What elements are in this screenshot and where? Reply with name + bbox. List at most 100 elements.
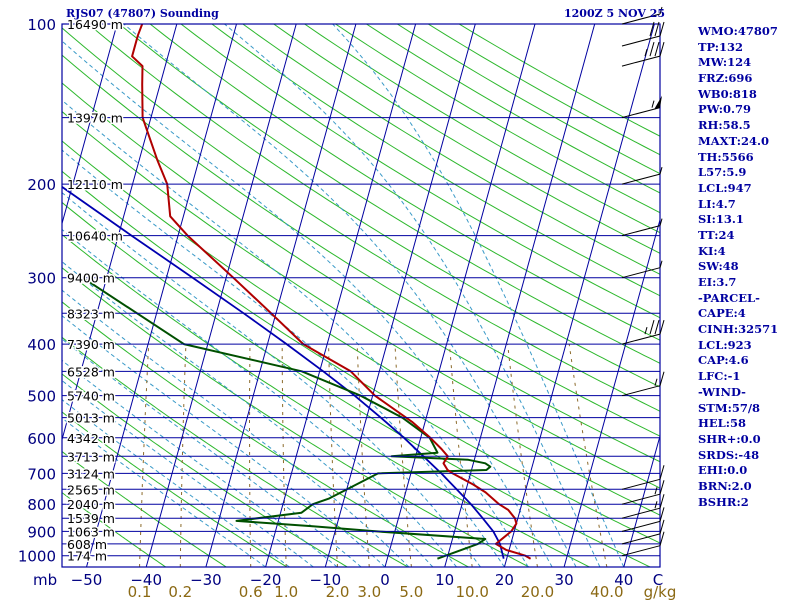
pressure-tick-label: 100 — [27, 16, 56, 34]
sounding-index-item: LFC:-1 — [698, 369, 741, 384]
height-label: 9400 m — [67, 271, 115, 286]
sounding-index-item: SRDS:-48 — [698, 447, 760, 462]
height-label: 1063 m — [67, 524, 115, 539]
sounding-index-item: CAP:4.6 — [698, 353, 749, 368]
moist-adiabat-line — [62, 99, 529, 567]
isotherms — [0, 24, 660, 567]
isotherm-line — [86, 24, 237, 567]
height-label: 608 m — [67, 537, 107, 552]
wind-barb-pennant — [654, 95, 662, 110]
wind-barb-flag — [654, 41, 660, 57]
mixing-ratio-tick-label: 40.0 — [590, 583, 623, 600]
wind-barb — [621, 260, 663, 279]
wind-barb-flag — [659, 480, 665, 495]
sounding-index-item: KI:4 — [698, 243, 726, 258]
wind-barb — [621, 480, 665, 505]
mixing-ratio-line — [448, 344, 473, 567]
mixing-ratio-line — [568, 344, 608, 567]
temperature-tick-label: 10 — [435, 571, 454, 589]
sounding-index-item: MW:124 — [698, 55, 752, 70]
dry-adiabat-line — [149, 24, 660, 341]
dry-adiabat-line — [62, 54, 660, 437]
moist-adiabat-line — [62, 379, 314, 567]
dry-adiabat-line — [62, 301, 469, 567]
height-label: 8323 m — [67, 306, 115, 321]
wind-barb — [621, 218, 663, 237]
wind-barb — [621, 6, 663, 25]
pressure-tick-label: 700 — [27, 465, 56, 483]
sounding-index-item: -WIND- — [698, 384, 746, 399]
dry-adiabat-line — [211, 24, 660, 297]
wind-barb-flag — [649, 319, 655, 335]
wind-barb — [621, 507, 665, 532]
dry-adiabat-line — [62, 82, 660, 463]
wind-barb-staff — [621, 520, 661, 532]
dry-adiabat-line — [62, 267, 530, 567]
mixing-ratio-tick-label: 3.0 — [357, 583, 381, 600]
sounding-index-item: TH:5566 — [698, 149, 754, 164]
dry-adiabat-line — [62, 110, 660, 489]
pressure-tick-label: 800 — [27, 496, 56, 514]
sounding-indices-list: WMO:47807 TP:132 MW:124 FRZ:696 WB0:818 PW:0.… — [698, 24, 798, 510]
pressure-tick-label: 1000 — [18, 548, 56, 566]
wind-barb-flag — [649, 21, 655, 37]
moist-adiabat-line — [62, 149, 505, 567]
wind-barb-flag — [659, 465, 665, 480]
wind-barb — [621, 465, 665, 490]
isotherm-line — [563, 217, 660, 567]
isotherm-line — [62, 24, 178, 442]
plot-frame — [61, 23, 661, 568]
mixing-ratio-lines — [139, 344, 608, 567]
height-label: 16490 m — [67, 17, 123, 32]
wind-barb-staff — [621, 533, 661, 545]
wind-barb — [621, 95, 662, 119]
chart-time: 1200Z 5 NOV 25 — [564, 7, 666, 20]
wind-barb — [621, 519, 665, 545]
dry-adiabat-line — [62, 233, 590, 567]
pressure-unit-label: mb — [33, 571, 57, 589]
temperature-tick-label: −30 — [190, 571, 222, 589]
dry-adiabat-line — [62, 336, 409, 567]
sounding-index-item: RH:58.5 — [698, 118, 751, 133]
wind-barb-flag — [659, 494, 665, 509]
mixing-ratio-tick-label: 10.0 — [455, 583, 488, 600]
mixing-ratio-tick-label: 1.0 — [274, 583, 298, 600]
height-label: 3124 m — [67, 466, 115, 481]
wind-barb-half-flag — [654, 487, 658, 495]
sounding-index-item: EHI:0.0 — [698, 463, 748, 478]
sounding-index-item: MAXT:24.0 — [698, 133, 769, 148]
wind-barb-staff — [621, 493, 661, 505]
sounding-index-item: CAPE:4 — [698, 306, 746, 321]
temperature-tick-label: 20 — [495, 571, 514, 589]
wind-barb-flag — [659, 519, 665, 535]
height-label: 13970 m — [67, 111, 123, 126]
wind-barbs — [621, 6, 665, 557]
height-label: 1539 m — [67, 511, 115, 526]
mixing-ratio-line — [179, 344, 187, 567]
sounding-index-item: BRN:2.0 — [698, 478, 752, 493]
sounding-index-item: FRZ:696 — [698, 71, 753, 86]
dry-adiabat-line — [87, 24, 660, 388]
mixing-ratio-tick-label: 0.2 — [168, 583, 192, 600]
temperature-tick-label: −10 — [309, 571, 341, 589]
height-label: 7390 m — [67, 337, 115, 352]
wind-barb-half-flag — [651, 100, 655, 108]
sounding-index-item: WMO:47807 — [698, 24, 778, 38]
mixing-ratio-tick-label: 0.1 — [128, 583, 152, 600]
moist-adiabat-line — [62, 417, 266, 567]
mixing-ratio-tick-label: 0.6 — [239, 583, 263, 600]
sounding-index-item: BSHR:2 — [698, 494, 749, 509]
sounding-index-item: TP:132 — [698, 39, 744, 54]
isotherm-line — [0, 24, 57, 567]
mixing-ratio-line — [394, 344, 412, 567]
moist-adiabat-line — [224, 24, 601, 567]
sounding-index-item: SHR+:0.0 — [698, 431, 761, 446]
height-label: 10640 m — [67, 229, 123, 244]
moist-adiabat-line — [332, 24, 625, 567]
wind-barb-staff — [621, 385, 661, 397]
sounding-index-item: EI:3.7 — [698, 275, 737, 289]
sounding-index-item: STM:57/8 — [698, 400, 761, 415]
wind-barb-flag — [659, 41, 665, 57]
isotherm-line — [384, 24, 536, 567]
